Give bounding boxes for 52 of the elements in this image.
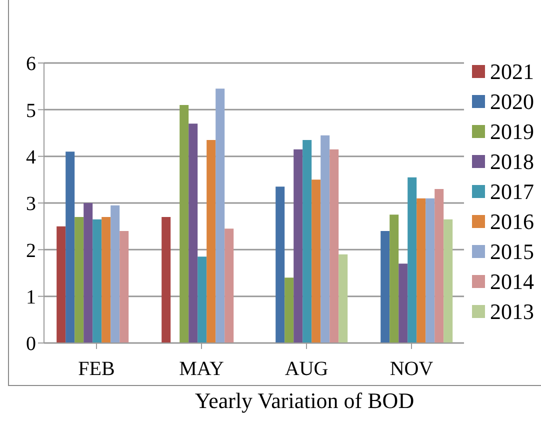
bar — [390, 214, 399, 343]
bar — [74, 217, 84, 343]
bar — [276, 186, 285, 343]
bar — [294, 149, 303, 343]
bar — [330, 149, 339, 343]
bar — [206, 140, 216, 343]
bar — [198, 256, 207, 343]
bar — [312, 180, 321, 343]
x-tick-label: MAY — [179, 358, 224, 380]
bar — [84, 203, 93, 343]
bar — [380, 231, 390, 343]
y-tick-label: 2 — [26, 240, 36, 262]
y-tick-label: 1 — [26, 286, 36, 308]
bar — [162, 217, 171, 343]
bar — [120, 231, 129, 343]
x-tick-label: AUG — [284, 358, 328, 380]
bar — [434, 189, 444, 343]
y-tick-label: 0 — [26, 333, 36, 356]
bar — [302, 140, 312, 343]
legend-label: 2013 — [490, 298, 534, 326]
bar — [398, 264, 408, 343]
x-tick-label: NOV — [390, 358, 434, 380]
legend-label: 2015 — [490, 238, 534, 266]
y-tick-label: 6 — [26, 53, 36, 76]
legend-label: 2017 — [490, 178, 534, 206]
bar — [216, 88, 225, 343]
bar — [338, 254, 348, 343]
bar — [92, 219, 102, 343]
bar — [416, 198, 426, 343]
bar — [320, 135, 330, 343]
y-tick-label: 3 — [26, 193, 36, 216]
bar — [426, 198, 435, 343]
legend-label: 2014 — [490, 268, 534, 296]
bar — [180, 105, 189, 343]
legend-label: 2021 — [490, 58, 534, 86]
y-tick-label: 4 — [26, 146, 36, 168]
bar — [102, 217, 111, 343]
bar — [408, 177, 417, 343]
legend-label: 2016 — [490, 208, 534, 236]
bar — [66, 152, 75, 343]
bar — [56, 226, 66, 343]
legend-label: 2018 — [490, 148, 534, 176]
bar — [444, 219, 453, 343]
y-tick-label: 5 — [26, 100, 36, 122]
legend-label: 2019 — [490, 118, 534, 146]
legend-label: 2020 — [490, 88, 534, 116]
bar — [284, 278, 294, 343]
bar — [224, 228, 234, 343]
bar — [110, 205, 120, 343]
text: Yearly Variation of BOD — [194, 388, 416, 414]
x-tick-label: FEB — [78, 358, 115, 380]
bar — [188, 124, 198, 343]
